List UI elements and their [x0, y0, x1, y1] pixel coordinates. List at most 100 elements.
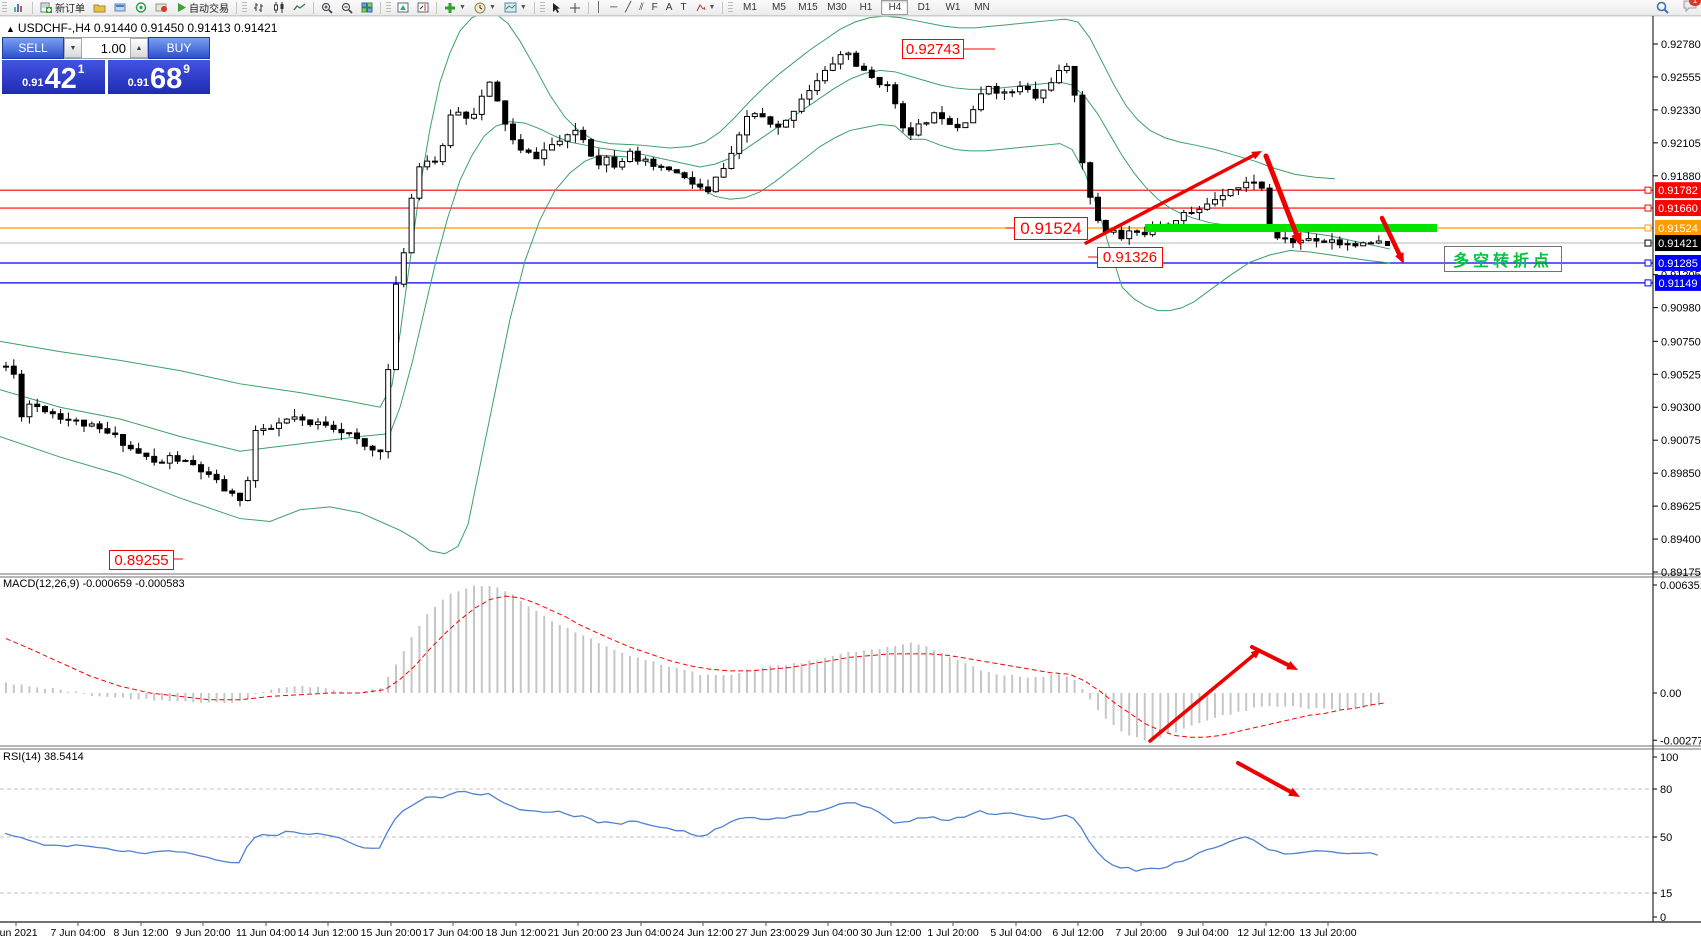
svg-text:50: 50	[1660, 832, 1672, 844]
zoom-in-button[interactable]	[317, 0, 337, 16]
sell-price-panel[interactable]: 0.91 42 1	[2, 60, 105, 94]
data-window-button[interactable]	[131, 0, 151, 16]
horizontal-line-tool[interactable]: ─	[610, 2, 618, 13]
tile-windows-button[interactable]	[357, 0, 377, 16]
svg-text:6 Jul 12:00: 6 Jul 12:00	[1052, 927, 1104, 939]
svg-text:100: 100	[1660, 752, 1678, 764]
periods-button[interactable]: ▼	[470, 0, 500, 16]
bar-chart-button[interactable]	[249, 0, 269, 16]
chart-window-icon[interactable]	[9, 0, 29, 16]
volume-input[interactable]	[82, 38, 130, 58]
svg-text:-0.002779: -0.002779	[1660, 735, 1701, 747]
svg-text:0.91524: 0.91524	[1658, 223, 1698, 235]
tab-timeframe-m30[interactable]: M30	[827, 2, 847, 13]
tab-timeframe-m15[interactable]: M15	[798, 2, 818, 13]
templates-button[interactable]: ▼	[500, 0, 531, 16]
zoom-out-button[interactable]	[337, 0, 357, 16]
crosshair-tool-button[interactable]	[565, 0, 585, 16]
svg-text:0.89850: 0.89850	[1661, 468, 1701, 480]
tab-timeframe-m5[interactable]: M5	[772, 2, 786, 13]
price-annotation-mid[interactable]: 0.91524	[1014, 217, 1088, 240]
sell-price-pip: 1	[77, 62, 85, 76]
new-order-label: 新订单	[55, 4, 85, 15]
svg-text:14 Jun 12:00: 14 Jun 12:00	[298, 927, 359, 939]
svg-text:0.89400: 0.89400	[1661, 534, 1701, 546]
sell-price-big: 42	[44, 63, 77, 95]
buy-price-big: 68	[149, 63, 183, 95]
svg-text:0.91149: 0.91149	[1659, 278, 1698, 290]
toolbar: 新订单 自动交易	[0, 0, 1701, 16]
auto-arrange-button[interactable]	[393, 0, 413, 16]
tab-timeframe-mn[interactable]: MN	[974, 2, 990, 13]
turning-point-annotation[interactable]: 多空转折点	[1444, 246, 1562, 272]
buy-price-prefix: 0.91	[127, 77, 149, 89]
volume-increase-button[interactable]: ▲	[130, 38, 148, 58]
buy-price-pip: 9	[183, 62, 190, 76]
tab-timeframe-h1[interactable]: H1	[859, 2, 873, 13]
svg-text:0.90300: 0.90300	[1661, 402, 1701, 414]
chat-button[interactable]: 1	[1683, 0, 1701, 15]
search-button[interactable]	[1652, 0, 1673, 16]
svg-text:12 Jul 12:00: 12 Jul 12:00	[1237, 927, 1294, 939]
svg-text:11 Jun 04:00: 11 Jun 04:00	[236, 927, 296, 939]
market-watch-button[interactable]	[110, 0, 131, 16]
arrows-tool[interactable]: ▼	[691, 0, 720, 16]
svg-text:7 Jul 20:00: 7 Jul 20:00	[1115, 927, 1167, 939]
trendline-tool[interactable]: ╱	[625, 2, 632, 13]
crosshair-icon	[569, 2, 580, 13]
svg-text:18 Jun 12:00: 18 Jun 12:00	[486, 927, 547, 939]
svg-text:15 Jun 20:00: 15 Jun 20:00	[361, 927, 422, 939]
price-annotation-low[interactable]: 0.89255	[109, 550, 174, 570]
profiles-button[interactable]	[89, 0, 110, 16]
svg-text:23 Jun 04:00: 23 Jun 04:00	[611, 927, 672, 939]
tab-timeframe-h4[interactable]: H4	[881, 0, 909, 15]
sell-button[interactable]: SELL	[2, 37, 64, 59]
svg-text:0.90075: 0.90075	[1661, 435, 1701, 447]
svg-text:30 Jun 12:00: 30 Jun 12:00	[861, 927, 922, 939]
collapse-icon[interactable]: ▲	[6, 24, 15, 34]
line-chart-button[interactable]	[289, 0, 310, 16]
svg-text:0: 0	[1660, 912, 1666, 924]
tab-timeframe-d1[interactable]: D1	[917, 2, 931, 13]
text-tool[interactable]: A	[665, 2, 673, 13]
terminal-button[interactable]	[151, 0, 172, 16]
new-order-icon	[40, 2, 52, 13]
cursor-tool-button[interactable]	[547, 0, 565, 16]
svg-text:0.90525: 0.90525	[1661, 369, 1701, 381]
fibonacci-tool[interactable]: F	[651, 2, 658, 13]
market-watch-icon	[114, 3, 126, 12]
volume-decrease-button[interactable]: ▼	[64, 38, 82, 58]
svg-text:0.00: 0.00	[1660, 688, 1681, 700]
svg-text:15: 15	[1660, 888, 1672, 900]
channel-tool[interactable]: ⫽	[639, 2, 644, 13]
buy-price-panel[interactable]: 0.91 68 9	[107, 60, 210, 95]
tab-timeframe-w1[interactable]: W1	[945, 2, 961, 13]
search-icon	[1656, 1, 1669, 14]
svg-text:0.91421: 0.91421	[1658, 238, 1698, 250]
sell-price-prefix: 0.91	[22, 77, 44, 89]
chart-shift-button[interactable]	[413, 0, 433, 16]
svg-text:0.91782: 0.91782	[1658, 185, 1698, 197]
toolbar-grip[interactable]	[2, 2, 7, 13]
text-label-tool[interactable]: T	[680, 2, 687, 13]
autotrading-button[interactable]: 自动交易	[172, 0, 233, 16]
clock-icon	[474, 2, 486, 13]
rsi-indicator-label: RSI(14) 38.5414	[3, 751, 84, 763]
new-order-button[interactable]: 新订单	[36, 0, 89, 16]
price-annotation-lowmid[interactable]: 0.91326	[1097, 247, 1163, 268]
vertical-line-tool[interactable]: │	[595, 2, 603, 13]
symbol-info: ▲ USDCHF-,H4 0.91440 0.91450 0.91413 0.91…	[6, 21, 277, 35]
indicators-button[interactable]: ▼	[440, 0, 470, 16]
svg-text:0.89625: 0.89625	[1661, 501, 1701, 513]
svg-text:21 Jun 20:00: 21 Jun 20:00	[548, 927, 609, 939]
svg-text:0.91660: 0.91660	[1658, 203, 1698, 215]
terminal-icon	[155, 3, 167, 12]
price-annotation-high[interactable]: 0.92743	[902, 39, 964, 59]
svg-text:0.89175: 0.89175	[1661, 567, 1701, 579]
svg-text:29 Jun 04:00: 29 Jun 04:00	[798, 927, 859, 939]
tab-timeframe-m1[interactable]: M1	[743, 2, 757, 13]
buy-button[interactable]: BUY	[148, 37, 210, 59]
candlestick-chart-button[interactable]	[269, 0, 289, 16]
